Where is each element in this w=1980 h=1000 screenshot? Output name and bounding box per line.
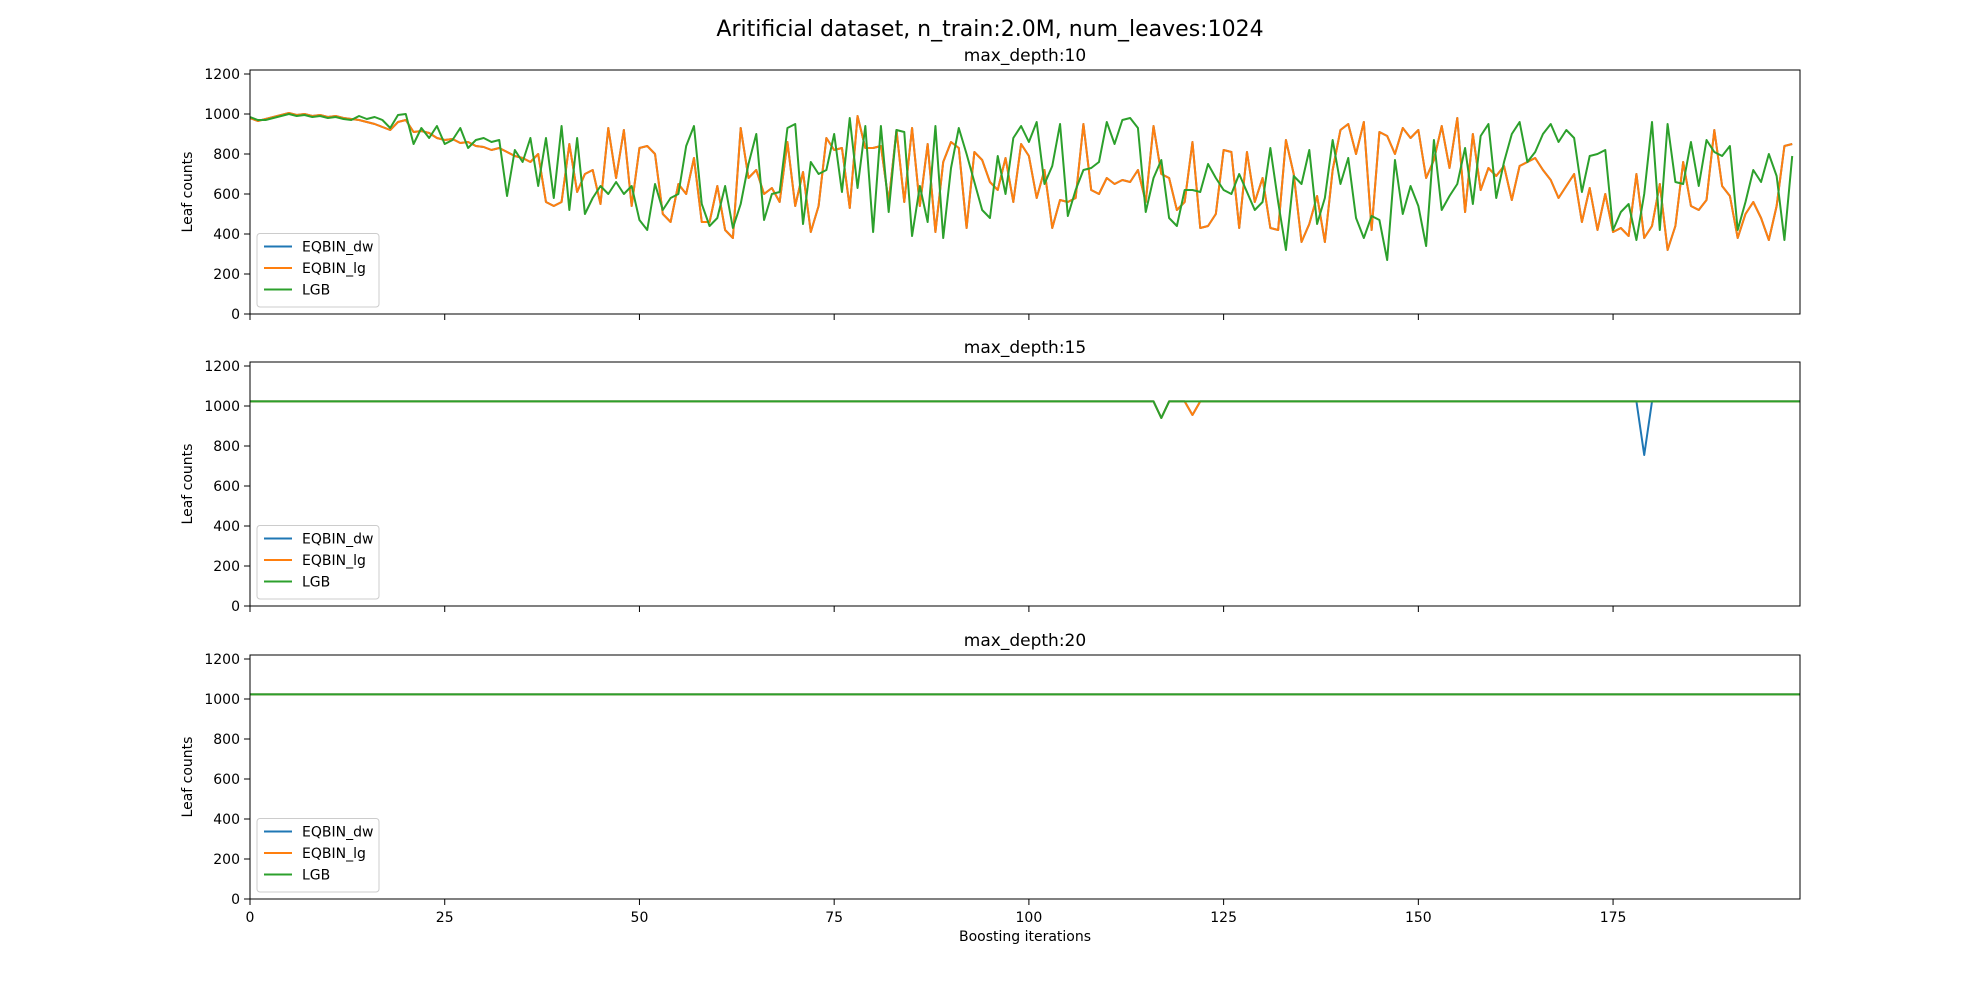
legend-label: LGB: [302, 283, 330, 299]
panel-title: max_depth:20: [964, 631, 1086, 651]
panel-title: max_depth:15: [964, 338, 1086, 358]
y-tick-label: 0: [231, 599, 240, 615]
x-tick-label: 75: [825, 910, 843, 926]
y-tick-label: 0: [231, 892, 240, 908]
y-tick-label: 600: [213, 187, 240, 203]
series-line-eqbin-dw: [250, 112, 1793, 251]
series-line-eqbin-lg: [250, 400, 1800, 419]
x-tick-label: 50: [631, 910, 649, 926]
x-tick-label: 175: [1600, 910, 1627, 926]
legend-label: EQBIN_lg: [302, 846, 366, 862]
x-tick-label: 150: [1405, 910, 1432, 926]
series-line-eqbin-lg: [250, 112, 1793, 251]
y-tick-label: 1200: [204, 652, 240, 668]
y-tick-label: 1000: [204, 399, 240, 415]
x-tick-label: 0: [246, 910, 255, 926]
axes-frame: [249, 654, 1801, 900]
y-tick-label: 800: [213, 732, 240, 748]
axes-frame: [249, 69, 1801, 315]
panel-title: max_depth:10: [964, 46, 1086, 66]
x-tick-label: 125: [1210, 910, 1237, 926]
legend-label: EQBIN_dw: [302, 825, 373, 841]
y-tick-label: 1000: [204, 692, 240, 708]
x-tick-label: 100: [1016, 910, 1043, 926]
y-tick-label: 1200: [204, 359, 240, 375]
x-tick-label: 25: [436, 910, 454, 926]
y-tick-label: 1000: [204, 107, 240, 123]
y-tick-label: 1200: [204, 67, 240, 83]
y-axis-label: Leaf counts: [180, 444, 196, 525]
legend-label: EQBIN_lg: [302, 261, 366, 277]
y-tick-label: 200: [213, 852, 240, 868]
legend-label: EQBIN_lg: [302, 553, 366, 569]
y-tick-label: 200: [213, 559, 240, 575]
panel-3: max_depth:20 0 200 400 600 800 1000 1200 0 25 50 75…: [180, 631, 1801, 945]
y-tick-label: 400: [213, 227, 240, 243]
y-tick-label: 0: [231, 307, 240, 323]
y-tick-label: 800: [213, 439, 240, 455]
legend-label: LGB: [302, 575, 330, 591]
series-line-lgb: [250, 113, 1794, 261]
legend: EQBIN_dw EQBIN_lg LGB: [256, 818, 380, 893]
y-axis-label: Leaf counts: [180, 737, 196, 818]
y-tick-label: 800: [213, 147, 240, 163]
legend: EQBIN_dw EQBIN_lg LGB: [256, 233, 380, 308]
legend: EQBIN_dw EQBIN_lg LGB: [256, 525, 380, 600]
x-axis-label: Boosting iterations: [959, 929, 1091, 945]
panel-1: max_depth:10 0 200 400 600 800 1000 1200 Leaf co…: [180, 46, 1801, 323]
y-axis-label: Leaf counts: [180, 152, 196, 233]
y-tick-label: 400: [213, 812, 240, 828]
y-tick-label: 200: [213, 267, 240, 283]
series-line-lgb: [250, 400, 1800, 419]
figure-suptitle: Aritificial dataset, n_train:2.0M, num_l…: [716, 17, 1263, 42]
legend-label: EQBIN_dw: [302, 532, 373, 548]
y-tick-label: 600: [213, 772, 240, 788]
axes-frame: [249, 361, 1801, 607]
y-tick-label: 600: [213, 479, 240, 495]
legend-label: LGB: [302, 868, 330, 884]
legend-label: EQBIN_dw: [302, 240, 373, 256]
panel-2: max_depth:15 0 200 400 600 800 1000 1200 Leaf co…: [180, 338, 1801, 615]
series-line-eqbin-dw: [250, 400, 1800, 456]
y-tick-label: 400: [213, 519, 240, 535]
